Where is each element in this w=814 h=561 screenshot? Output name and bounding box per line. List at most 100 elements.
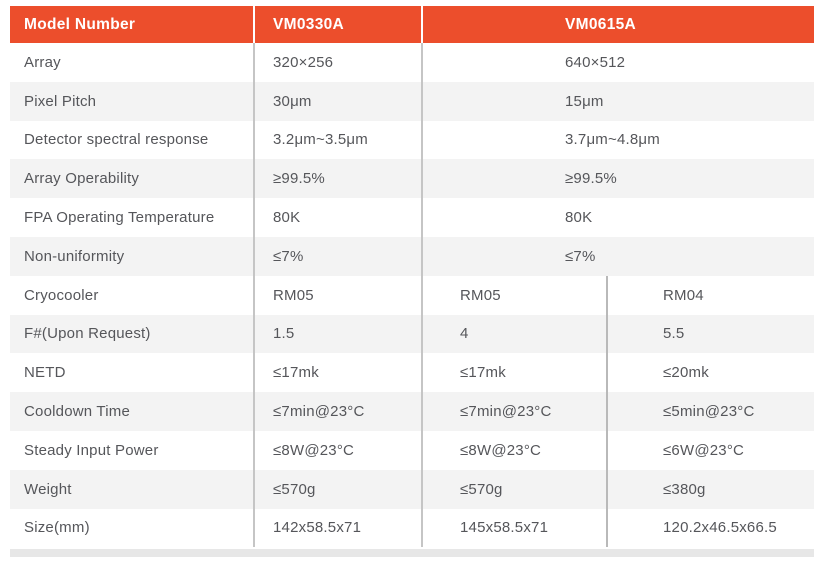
row-label: Steady Input Power [24, 441, 159, 459]
column-divider [421, 275, 423, 315]
cell-vm0615a-sub2: RM04 [663, 286, 704, 304]
column-divider [421, 508, 423, 548]
cell-vm0615a-sub1: ≤8W@23°C [460, 441, 542, 459]
row-label: NETD [24, 364, 66, 382]
row-label: Non-uniformity [24, 247, 125, 265]
table-row-weight: Weight ≤570g ≤570g ≤380g [10, 469, 814, 509]
row-label: Cooldown Time [24, 403, 130, 421]
cell-vm0615a-sub1: ≤17mk [460, 364, 506, 382]
cell-vm0615a-sub1: RM05 [460, 286, 501, 304]
cell-vm0615a-sub2: ≤20mk [663, 364, 709, 382]
table-row-array: Array 320×256 640×512 [10, 43, 814, 82]
cell-vm0330a: 80K [273, 209, 301, 227]
column-divider [253, 120, 255, 160]
cell-vm0330a: ≤7min@23°C [273, 403, 365, 421]
cell-vm0615a-sub1: ≤7min@23°C [460, 403, 552, 421]
table-header-row: Model Number VM0330A VM0615A [10, 6, 814, 43]
cell-vm0615a: 80K [565, 209, 593, 227]
cell-vm0615a: ≥99.5% [565, 170, 617, 188]
cell-vm0615a: 15μm [565, 92, 604, 110]
cell-vm0330a: ≤17mk [273, 364, 319, 382]
column-divider [421, 43, 423, 82]
column-divider [253, 159, 255, 199]
cell-vm0330a: ≥99.5% [273, 170, 325, 188]
column-divider [253, 81, 255, 121]
cell-vm0330a: RM05 [273, 286, 314, 304]
header-model-number: Model Number [24, 15, 136, 33]
row-label: Detector spectral response [24, 131, 209, 149]
cell-vm0330a: ≤7% [273, 247, 304, 265]
table-row-steady-input-power: Steady Input Power ≤8W@23°C ≤8W@23°C ≤6W… [10, 430, 814, 470]
column-divider [253, 314, 255, 354]
sub-column-divider [606, 469, 608, 509]
column-divider [421, 353, 423, 393]
cell-vm0615a-sub2: ≤6W@23°C [663, 441, 745, 459]
cell-vm0330a: 30μm [273, 92, 312, 110]
header-column-divider [253, 6, 255, 43]
column-divider [421, 81, 423, 121]
cell-vm0615a: 640×512 [565, 53, 626, 71]
cell-vm0330a: 320×256 [273, 53, 334, 71]
column-divider [421, 314, 423, 354]
column-divider [421, 159, 423, 199]
column-divider [253, 43, 255, 82]
sub-column-divider [606, 392, 608, 431]
column-divider [421, 198, 423, 237]
sub-column-divider [606, 275, 608, 315]
cell-vm0615a: ≤7% [565, 247, 596, 265]
column-divider [253, 275, 255, 315]
cell-vm0330a: 3.2μm~3.5μm [273, 131, 368, 149]
column-divider [253, 469, 255, 509]
column-divider [421, 430, 423, 470]
cell-vm0330a: 1.5 [273, 325, 295, 343]
column-divider [421, 392, 423, 431]
row-label: Pixel Pitch [24, 92, 97, 110]
cell-vm0615a-sub1: 4 [460, 325, 469, 343]
column-divider [253, 508, 255, 548]
header-column-divider [421, 6, 423, 43]
cell-vm0330a: ≤8W@23°C [273, 441, 355, 459]
sub-column-divider [606, 508, 608, 548]
column-divider [421, 469, 423, 509]
table-row-non-uniformity: Non-uniformity ≤7% ≤7% [10, 236, 814, 276]
column-divider [421, 236, 423, 276]
column-divider [253, 236, 255, 276]
cell-vm0615a-sub2: ≤380g [663, 480, 706, 498]
header-vm0615a: VM0615A [565, 15, 637, 33]
column-divider [253, 430, 255, 470]
row-label: F#(Upon Request) [24, 325, 151, 343]
column-divider [253, 353, 255, 393]
table-row-netd: NETD ≤17mk ≤17mk ≤20mk [10, 353, 814, 393]
table-row-fpa-temperature: FPA Operating Temperature 80K 80K [10, 198, 814, 237]
cell-vm0330a: 142x58.5x71 [273, 519, 362, 537]
table-row-pixel-pitch: Pixel Pitch 30μm 15μm [10, 81, 814, 121]
header-vm0330a: VM0330A [273, 15, 345, 33]
table-row-spectral-response: Detector spectral response 3.2μm~3.5μm 3… [10, 120, 814, 160]
row-label: FPA Operating Temperature [24, 209, 215, 227]
cell-vm0615a: 3.7μm~4.8μm [565, 131, 660, 149]
cell-vm0615a-sub1: ≤570g [460, 480, 503, 498]
sub-column-divider [606, 353, 608, 393]
cell-vm0615a-sub2: 120.2x46.5x66.5 [663, 519, 777, 537]
column-divider [253, 392, 255, 431]
cell-vm0615a-sub1: 145x58.5x71 [460, 519, 549, 537]
table-row-size: Size(mm) 142x58.5x71 145x58.5x71 120.2x4… [10, 508, 814, 548]
table-row-array-operability: Array Operability ≥99.5% ≥99.5% [10, 159, 814, 199]
table-bottom-bar [10, 549, 814, 558]
spec-table: Model Number VM0330A VM0615A Array 320×2… [10, 6, 814, 558]
column-divider [421, 120, 423, 160]
sub-column-divider [606, 314, 608, 354]
row-label: Array Operability [24, 170, 140, 188]
row-label: Cryocooler [24, 286, 99, 304]
column-divider [253, 198, 255, 237]
row-label: Size(mm) [24, 519, 90, 537]
table-row-cooldown-time: Cooldown Time ≤7min@23°C ≤7min@23°C ≤5mi… [10, 392, 814, 431]
row-label: Weight [24, 480, 72, 498]
table-row-cryocooler: Cryocooler RM05 RM05 RM04 [10, 275, 814, 315]
cell-vm0615a-sub2: 5.5 [663, 325, 685, 343]
sub-column-divider [606, 430, 608, 470]
cell-vm0615a-sub2: ≤5min@23°C [663, 403, 755, 421]
table-row-f-number: F#(Upon Request) 1.5 4 5.5 [10, 314, 814, 354]
row-label: Array [24, 53, 61, 71]
cell-vm0330a: ≤570g [273, 480, 316, 498]
